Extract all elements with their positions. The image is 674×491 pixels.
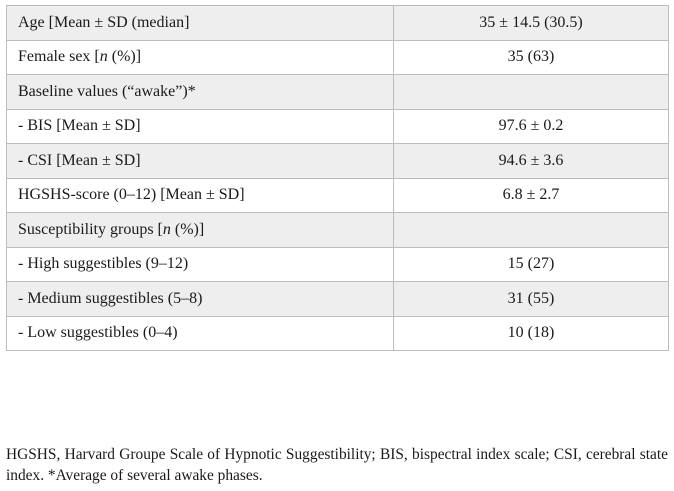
table-row-high-suggestibles: - High suggestibles (9–12) 15 (27): [6, 246, 669, 282]
table-row-csi: - CSI [Mean ± SD] 94.6 ± 3.6: [6, 143, 669, 179]
table-row-female-sex: Female sex [n (%)] 35 (63): [6, 39, 669, 75]
table-row-baseline-values: Baseline values (“awake”)*: [6, 74, 669, 110]
label-part: (%)]: [170, 220, 205, 238]
row-value: 97.6 ± 0.2: [393, 108, 669, 144]
row-value: 6.8 ± 2.7: [393, 177, 669, 213]
table-row-susceptibility-groups: Susceptibility groups [n (%)]: [6, 212, 669, 248]
row-label: Susceptibility groups [n (%)]: [6, 212, 394, 248]
row-value: [393, 74, 669, 110]
row-value: [393, 212, 669, 248]
row-label: Female sex [n (%)]: [6, 39, 394, 75]
row-label: - Medium suggestibles (5–8): [6, 281, 394, 317]
row-label: HGSHS-score (0–12) [Mean ± SD]: [6, 177, 394, 213]
row-value: 10 (18): [393, 315, 669, 351]
table-row-age: Age [Mean ± SD (median] 35 ± 14.5 (30.5): [6, 5, 669, 41]
row-label: Age [Mean ± SD (median]: [6, 5, 394, 41]
row-value: 94.6 ± 3.6: [393, 143, 669, 179]
table-row-bis: - BIS [Mean ± SD] 97.6 ± 0.2: [6, 108, 669, 144]
row-value: 35 (63): [393, 39, 669, 75]
label-part: (%)]: [107, 48, 142, 66]
row-label: Baseline values (“awake”)*: [6, 74, 394, 110]
characteristics-table-container: Age [Mean ± SD (median] 35 ± 14.5 (30.5)…: [6, 5, 669, 351]
row-value: 35 ± 14.5 (30.5): [393, 5, 669, 41]
row-label: - BIS [Mean ± SD]: [6, 108, 394, 144]
label-part: Susceptibility groups [: [18, 220, 163, 238]
label-italic-part: n: [162, 220, 171, 238]
row-label: - CSI [Mean ± SD]: [6, 143, 394, 179]
row-value: 15 (27): [393, 246, 669, 282]
row-label: - Low suggestibles (0–4): [6, 315, 394, 351]
table-row-medium-suggestibles: - Medium suggestibles (5–8) 31 (55): [6, 281, 669, 317]
label-italic-part: n: [99, 48, 108, 66]
row-label: - High suggestibles (9–12): [6, 246, 394, 282]
row-value: 31 (55): [393, 281, 669, 317]
table-row-hgshs-score: HGSHS-score (0–12) [Mean ± SD] 6.8 ± 2.7: [6, 177, 669, 213]
label-part: Female sex [: [18, 48, 100, 66]
table-footnote: HGSHS, Harvard Groupe Scale of Hypnotic …: [6, 446, 668, 484]
table-row-low-suggestibles: - Low suggestibles (0–4) 10 (18): [6, 315, 669, 351]
characteristics-table: Age [Mean ± SD (median] 35 ± 14.5 (30.5)…: [6, 5, 669, 351]
